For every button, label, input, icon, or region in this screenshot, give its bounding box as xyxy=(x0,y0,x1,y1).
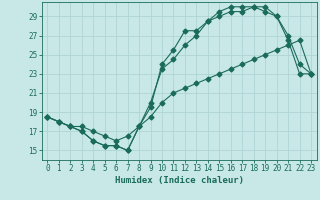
X-axis label: Humidex (Indice chaleur): Humidex (Indice chaleur) xyxy=(115,176,244,185)
